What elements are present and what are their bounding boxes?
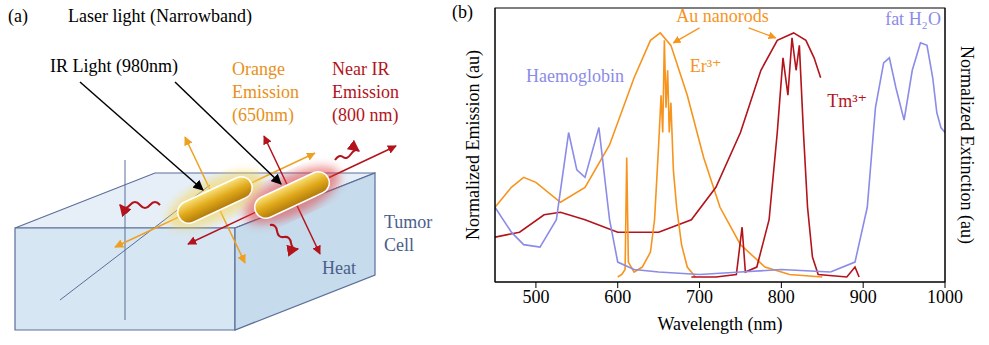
svg-text:(650nm): (650nm) bbox=[232, 105, 294, 126]
svg-text:Wavelength (nm): Wavelength (nm) bbox=[657, 314, 782, 335]
svg-text:Orange: Orange bbox=[232, 59, 285, 79]
svg-text:700: 700 bbox=[686, 287, 713, 307]
svg-text:Emission: Emission bbox=[332, 82, 399, 102]
svg-text:Laser light (Narrowband): Laser light (Narrowband) bbox=[68, 6, 252, 27]
svg-text:Haemoglobin: Haemoglobin bbox=[526, 66, 624, 86]
svg-text:IR Light (980nm): IR Light (980nm) bbox=[50, 56, 178, 77]
svg-text:fat H₂O: fat H₂O bbox=[885, 9, 941, 29]
svg-text:Er³⁺: Er³⁺ bbox=[690, 56, 722, 76]
svg-text:900: 900 bbox=[850, 287, 877, 307]
svg-text:(800 nm): (800 nm) bbox=[332, 105, 399, 126]
svg-text:Emission: Emission bbox=[232, 82, 299, 102]
svg-text:Normalized Emission (au): Normalized Emission (au) bbox=[463, 50, 484, 240]
svg-text:Heat: Heat bbox=[322, 258, 356, 278]
svg-text:Tm³⁺: Tm³⁺ bbox=[827, 91, 867, 111]
svg-text:Normalized Extinction (au): Normalized Extinction (au) bbox=[956, 46, 977, 244]
svg-text:Cell: Cell bbox=[384, 235, 414, 255]
svg-text:(a): (a) bbox=[8, 6, 28, 27]
svg-text:600: 600 bbox=[604, 287, 631, 307]
svg-text:800: 800 bbox=[768, 287, 795, 307]
svg-text:Tumor: Tumor bbox=[384, 212, 432, 232]
svg-text:Near IR: Near IR bbox=[332, 59, 389, 79]
html-text:(b): (b) bbox=[452, 2, 473, 22]
svg-text:Au nanorods: Au nanorods bbox=[676, 6, 769, 26]
svg-text:1000: 1000 bbox=[927, 287, 963, 307]
svg-text:500: 500 bbox=[522, 287, 549, 307]
